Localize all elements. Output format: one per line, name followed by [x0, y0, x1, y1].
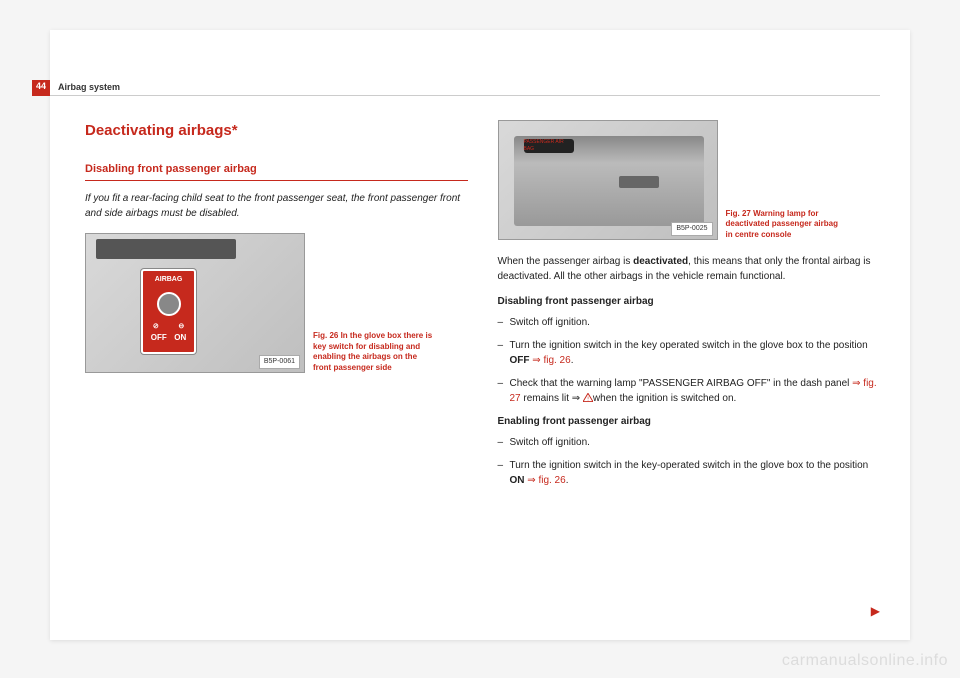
switch-dial [157, 292, 181, 316]
figure-26-caption: Fig. 26 In the glove box there is key sw… [313, 331, 433, 373]
warning-triangle-icon: ! [583, 392, 593, 401]
d3-c: remains lit ⇒ [521, 393, 583, 404]
content-area: Deactivating airbags* Disabling front pa… [85, 120, 880, 620]
right-column: PASSENGER AIR BAG B5P-0025 Fig. 27 Warni… [498, 120, 881, 620]
switch-positions: OFF ON [143, 332, 194, 344]
e2-b: ON [510, 475, 528, 486]
warning-lamp-text: PASSENGER AIR BAG [524, 139, 574, 154]
switch-label: AIRBAG [143, 275, 194, 286]
subsection-heading: Disabling front passenger airbag [85, 161, 468, 182]
e2-d: . [566, 475, 569, 486]
switch-off-label: OFF [151, 332, 167, 344]
section-title: Deactivating airbags* [85, 120, 468, 143]
para1-a: When the passenger airbag is [498, 256, 634, 267]
d1-text: Switch off ignition. [510, 317, 590, 328]
watermark: carmanualsonline.info [782, 652, 948, 670]
deactivated-paragraph: When the passenger airbag is deactivated… [498, 254, 881, 284]
e2-figref: ⇒ fig. 26 [527, 475, 565, 486]
disable-step-3: Check that the warning lamp "PASSENGER A… [498, 376, 881, 406]
d3-a: Check that the warning lamp "PASSENGER A… [510, 378, 853, 389]
disable-step-2: Turn the ignition switch in the key oper… [498, 338, 881, 368]
figure-27: PASSENGER AIR BAG B5P-0025 Fig. 27 Warni… [498, 120, 881, 240]
disable-heading: Disabling front passenger airbag [498, 294, 881, 309]
glovebox-shape [96, 239, 236, 259]
enable-step-2: Turn the ignition switch in the key-oper… [498, 458, 881, 488]
enable-step-1: Switch off ignition. [498, 435, 881, 450]
figure-26: AIRBAG ⊘⊖ OFF ON B5P-0061 Fig. 26 In the… [85, 233, 468, 373]
figure-27-ref: B5P-0025 [671, 222, 712, 237]
airbag-switch-illustration: AIRBAG ⊘⊖ OFF ON [141, 269, 196, 354]
disable-step-1: Switch off ignition. [498, 315, 881, 330]
d2-figref: ⇒ fig. 26 [532, 355, 570, 366]
e2-a: Turn the ignition switch in the key-oper… [510, 460, 869, 471]
intro-text: If you fit a rear-facing child seat to t… [85, 191, 468, 221]
d2-a: Turn the ignition switch in the key oper… [510, 340, 868, 351]
airbag-warning-lamp: PASSENGER AIR BAG [524, 139, 574, 153]
header-divider [50, 80, 880, 96]
header-section-title: Airbag system [58, 82, 120, 92]
e1-text: Switch off ignition. [510, 437, 590, 448]
left-column: Deactivating airbags* Disabling front pa… [85, 120, 468, 620]
d2-b: OFF [510, 355, 533, 366]
manual-page: 44 Airbag system Deactivating airbags* D… [50, 30, 910, 640]
figure-27-caption: Fig. 27 Warning lamp for deactivated pas… [726, 209, 846, 240]
enable-heading: Enabling front passenger airbag [498, 414, 881, 429]
figure-26-ref: B5P-0061 [259, 355, 300, 370]
continued-arrow-icon: ▶ [871, 602, 880, 620]
glovebox-handle [619, 176, 659, 188]
switch-symbols: ⊘⊖ [143, 322, 194, 333]
d2-d: . [571, 355, 574, 366]
svg-text:!: ! [587, 396, 589, 402]
switch-on-label: ON [174, 332, 186, 344]
page-number: 44 [36, 81, 46, 91]
figure-27-image: PASSENGER AIR BAG B5P-0025 [498, 120, 718, 240]
para1-b: deactivated [633, 256, 688, 267]
figure-26-image: AIRBAG ⊘⊖ OFF ON B5P-0061 [85, 233, 305, 373]
d3-d: when the ignition is switched on. [593, 393, 736, 404]
